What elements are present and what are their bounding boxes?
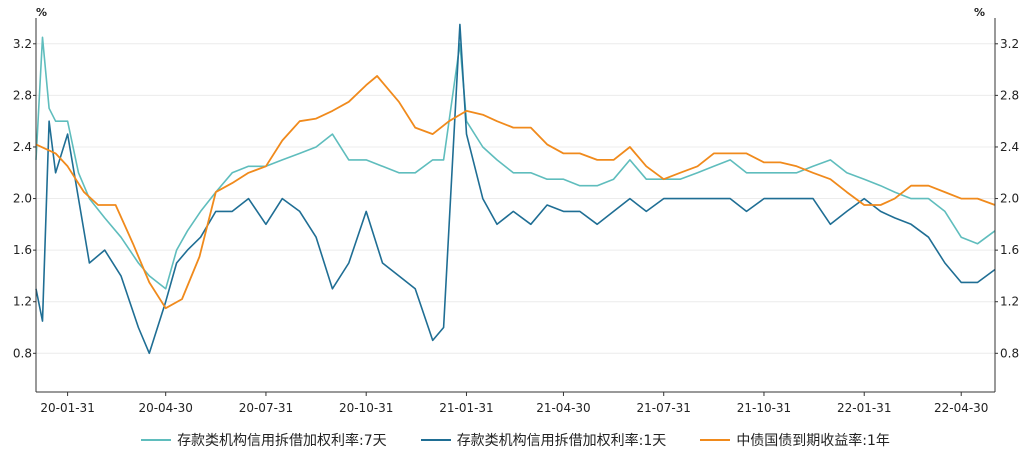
series-lines: [35, 23, 996, 355]
left-y-tick-label: 3.2: [13, 37, 32, 51]
legend-swatch-treasury-1y: [700, 439, 731, 441]
right-y-tick-label: 2.8: [1000, 88, 1019, 102]
gridlines: [36, 43, 995, 354]
series-line-1: [35, 23, 996, 355]
x-tick-label: 20-01-31: [40, 401, 94, 415]
legend-label-treasury-1y: 中债国债到期收益率:1年: [736, 433, 890, 449]
left-y-tick-label: 1.2: [13, 295, 32, 309]
x-tick-label: 21-01-31: [439, 401, 493, 415]
right-y-tick-label: 3.2: [1000, 37, 1019, 51]
left-y-tick-label: 0.8: [13, 346, 32, 360]
left-y-tick-label: 2.0: [13, 192, 32, 206]
right-y-tick-label: 2.4: [1000, 140, 1019, 154]
x-tick-label: 22-01-31: [837, 401, 891, 415]
legend-item-1day: 存款类机构信用拆借加权利率:1天: [420, 430, 667, 450]
x-tick-label: 22-04-30: [934, 401, 988, 415]
axes: % %: [35, 6, 996, 393]
line-chart: % % 0.8 0.8 1.2 1.2 1.6 1.6 2.0 2.0 2.4 2.4 2.8 2.8…: [13, 6, 1019, 415]
series-line-2: [35, 75, 996, 310]
right-y-tick-label: 1.6: [1000, 243, 1019, 257]
chart-legend: 存款类机构信用拆借加权利率:7天 存款类机构信用拆借加权利率:1天 中债国债到期…: [0, 430, 1031, 450]
legend-label-7day: 存款类机构信用拆借加权利率:7天: [177, 433, 387, 449]
legend-item-treasury-1y: 中债国债到期收益率:1年: [700, 430, 890, 450]
x-tick-label: 20-04-30: [138, 401, 192, 415]
legend-label-1day: 存款类机构信用拆借加权利率:1天: [456, 433, 667, 449]
x-tick-label: 21-04-30: [536, 401, 590, 415]
ticks: 0.8 0.8 1.2 1.2 1.6 1.6 2.0 2.0 2.4 2.4 2.8 2.8 3.2 3…: [13, 37, 1019, 415]
x-tick-label: 20-07-31: [239, 401, 293, 415]
x-tick-label: 21-07-31: [636, 401, 690, 415]
legend-swatch-1day: [420, 439, 451, 441]
left-unit-label: %: [36, 6, 47, 19]
left-y-tick-label: 2.8: [13, 88, 32, 102]
right-y-tick-label: 0.8: [1000, 346, 1019, 360]
right-y-tick-label: 2.0: [1000, 192, 1019, 206]
x-tick-label: 21-10-31: [737, 401, 791, 415]
left-y-tick-label: 2.4: [13, 140, 32, 154]
right-y-tick-label: 1.2: [1000, 295, 1019, 309]
legend-item-7day: 存款类机构信用拆借加权利率:7天: [141, 430, 387, 450]
x-tick-label: 20-10-31: [339, 401, 393, 415]
series-line-0: [35, 36, 996, 290]
legend-swatch-7day: [141, 439, 172, 441]
right-unit-label: %: [974, 6, 985, 19]
left-y-tick-label: 1.6: [13, 243, 32, 257]
